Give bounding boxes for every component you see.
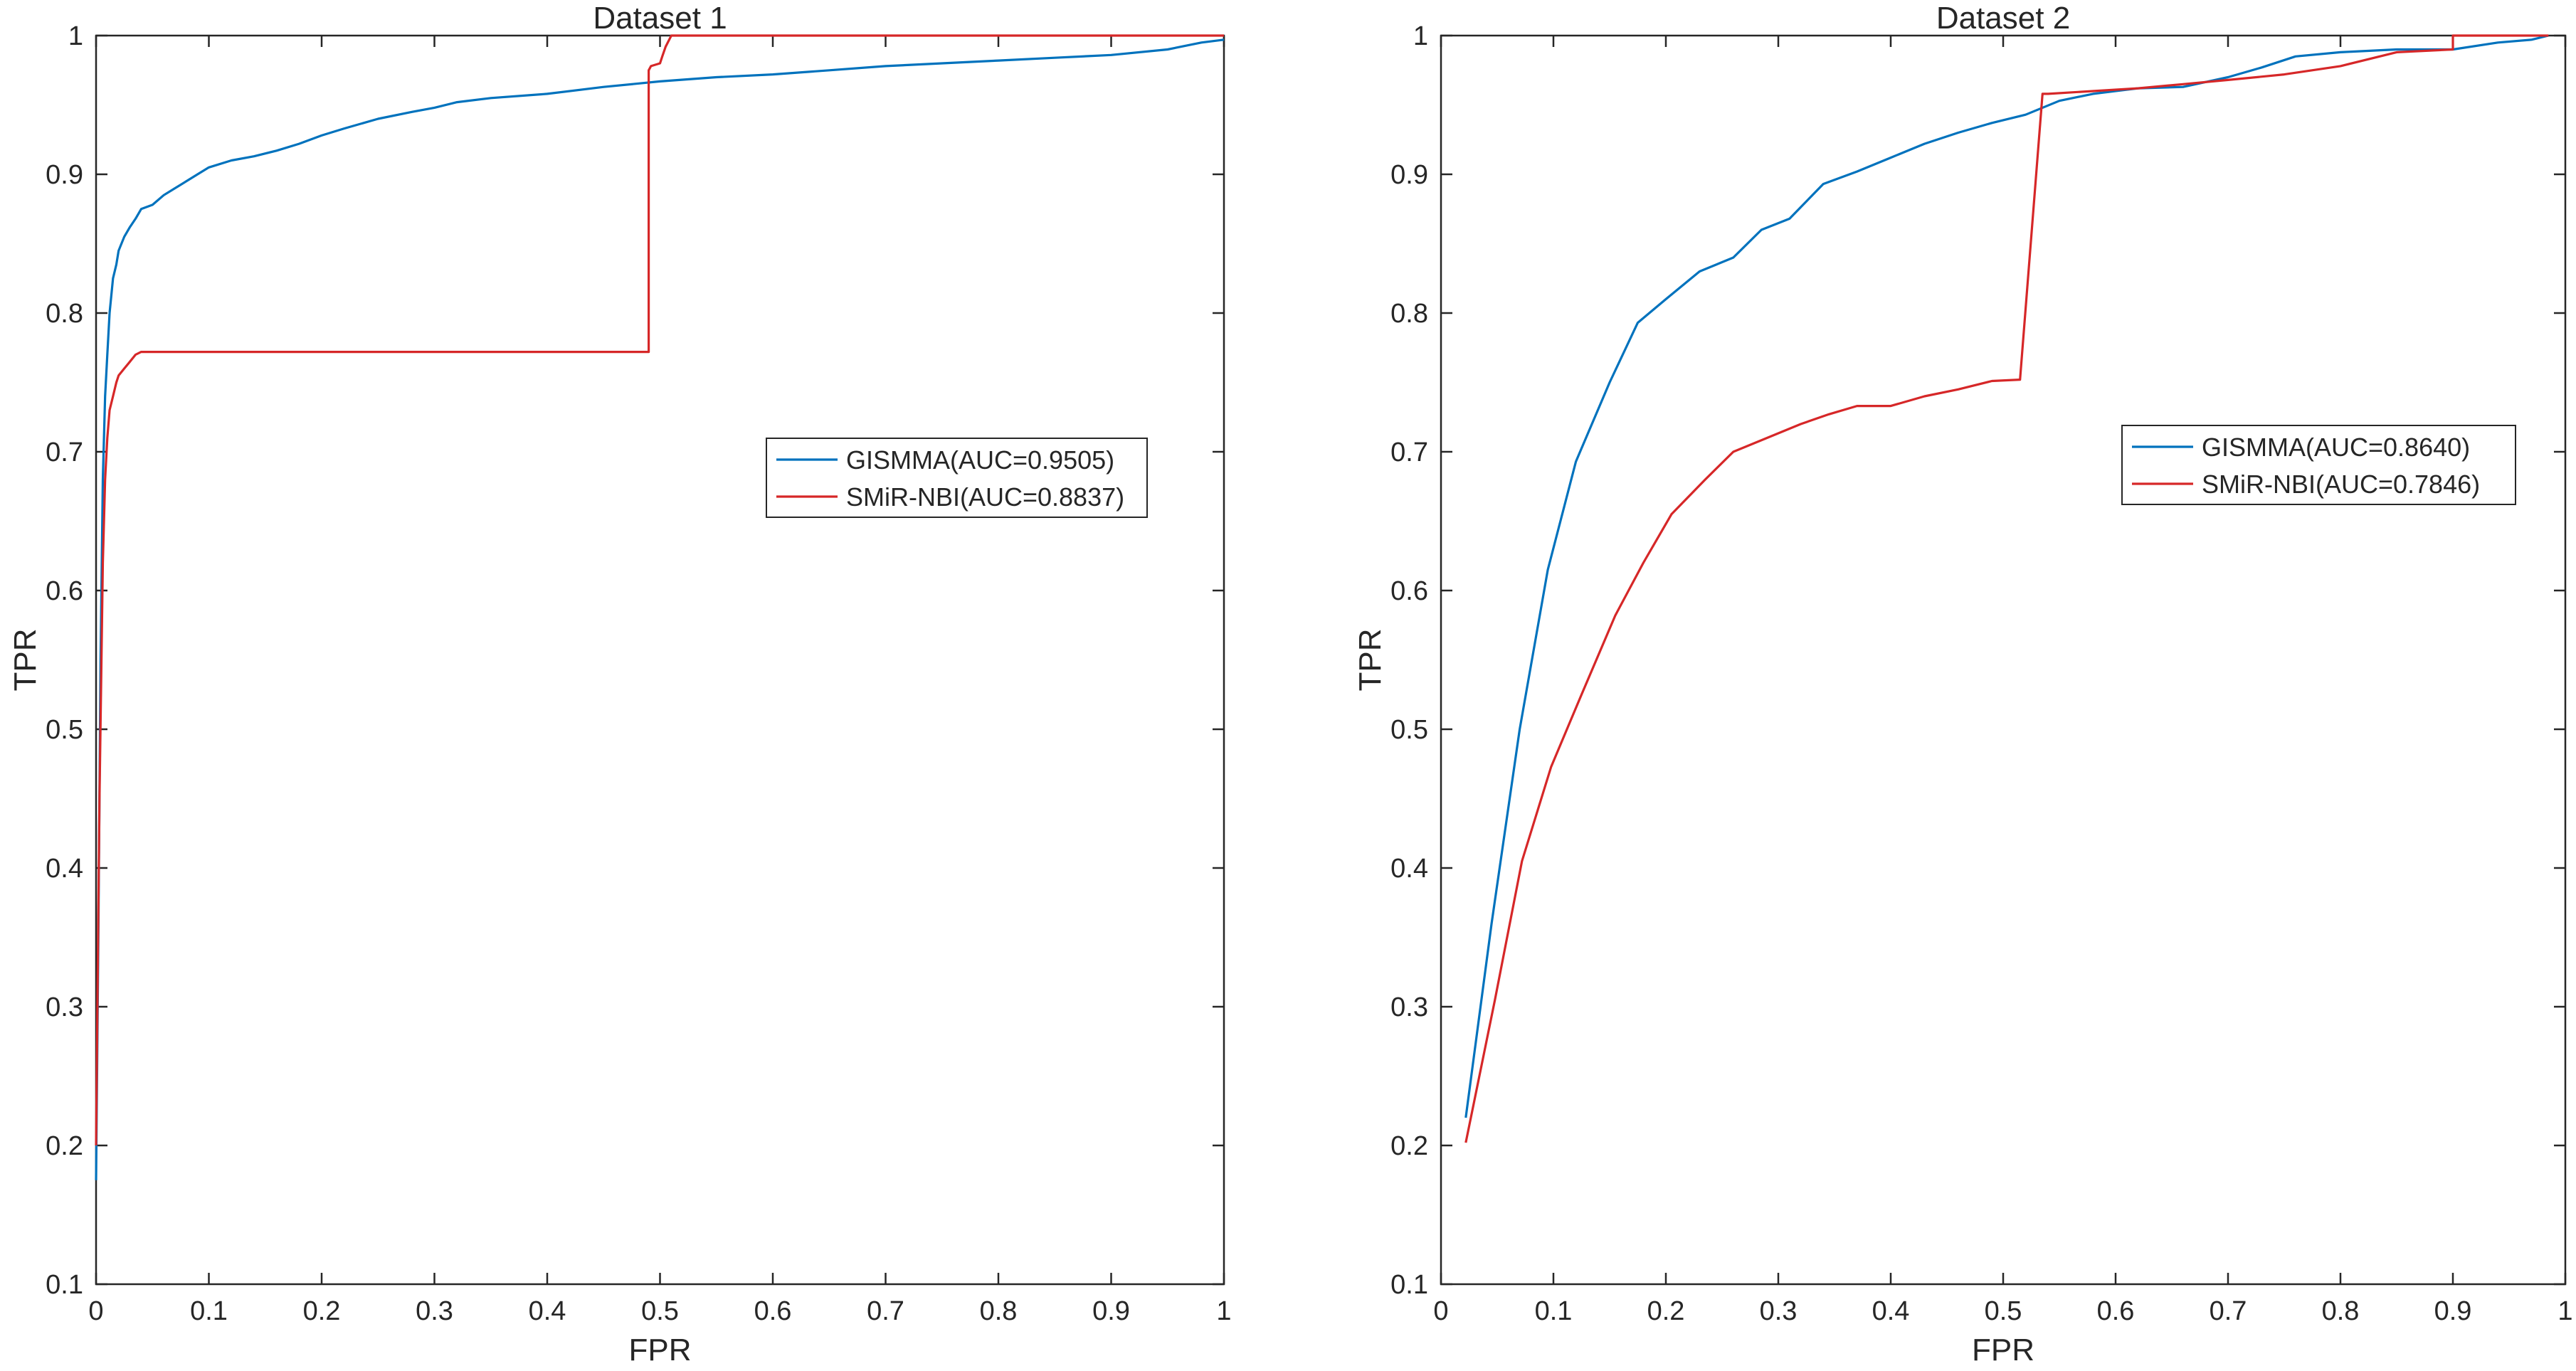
x-tick-label: 0 [1433, 1296, 1448, 1326]
x-tick-label: 0.2 [303, 1296, 341, 1326]
x-tick-label: 1 [2557, 1296, 2572, 1326]
y-tick-label: 0.2 [1390, 1131, 1428, 1161]
y-tick-label: 0.4 [46, 854, 83, 884]
x-tick-label: 0.4 [529, 1296, 566, 1326]
x-tick-label: 0.3 [416, 1296, 453, 1326]
x-tick-label: 0.2 [1647, 1296, 1685, 1326]
legend-entry: GISMMA(AUC=0.8640) [2202, 433, 2470, 462]
x-tick-label: 0.6 [754, 1296, 792, 1326]
chart-title: Dataset 2 [1936, 1, 2070, 36]
y-tick-label: 0.6 [1390, 576, 1428, 606]
legend-entry: GISMMA(AUC=0.9505) [846, 445, 1114, 475]
x-tick-label: 0.8 [2322, 1296, 2360, 1326]
panel-dataset-1: 0 0.1 0.2 0.3 0.4 0.5 0.6 0.7 0.8 0.9 10.10.20.30.… [8, 1, 1232, 1367]
y-axis-label: TPR [1353, 629, 1388, 692]
y-tick-label: 0.5 [46, 715, 83, 745]
y-tick-label: 0.2 [46, 1131, 83, 1161]
y-tick-label: 0.8 [1390, 299, 1428, 329]
series-line-smir-nbi [95, 34, 1224, 1146]
x-tick-label: 0.5 [641, 1296, 679, 1326]
x-tick-label: 0.8 [980, 1296, 1018, 1326]
x-tick-label: 0.7 [2210, 1296, 2247, 1326]
x-tick-label: 0.9 [1092, 1296, 1130, 1326]
plot-area [95, 34, 1225, 1286]
series-line-gismma [95, 38, 1225, 1180]
series-line-gismma [1464, 34, 2549, 1118]
x-tick-label: 0.7 [867, 1296, 904, 1326]
y-axis-label: TPR [8, 629, 43, 692]
y-tick-label: 1 [68, 21, 83, 51]
x-tick-label: 0.9 [2434, 1296, 2472, 1326]
legend-entry: SMiR-NBI(AUC=0.7846) [2202, 470, 2480, 499]
y-tick-label: 0.9 [1390, 160, 1428, 190]
x-tick-label: 0.6 [2097, 1296, 2135, 1326]
y-tick-label: 0.9 [46, 160, 83, 190]
y-tick-label: 0.8 [46, 299, 83, 329]
y-tick-label: 0.3 [46, 992, 83, 1022]
legend-box [2121, 425, 2516, 505]
y-tick-label: 0.5 [1390, 715, 1428, 745]
y-tick-label: 0.3 [1390, 992, 1428, 1022]
series-line-smir-nbi [1464, 34, 2549, 1143]
y-tick-label: 0.4 [1390, 854, 1428, 884]
legend-box [766, 438, 1148, 518]
chart-title: Dataset 1 [593, 1, 727, 36]
y-tick-label: 0.1 [46, 1270, 83, 1300]
x-tick-label: 0.4 [1872, 1296, 1910, 1326]
panel-dataset-2: 0 0.1 0.2 0.3 0.4 0.5 0.6 0.7 0.8 0.9 10.10.20.30.… [1353, 1, 2573, 1367]
y-tick-label: 0.6 [46, 576, 83, 606]
x-tick-label: 0.1 [190, 1296, 228, 1326]
x-tick-label: 0.5 [1985, 1296, 2022, 1326]
y-tick-label: 1 [1413, 21, 1428, 51]
x-tick-label: 1 [1216, 1296, 1231, 1326]
plot-area [1440, 34, 2567, 1286]
x-axis-label: FPR [1972, 1333, 2034, 1367]
x-axis-label: FPR [629, 1333, 692, 1367]
y-tick-label: 0.1 [1390, 1270, 1428, 1300]
x-tick-label: 0 [88, 1296, 103, 1326]
y-tick-label: 0.7 [1390, 438, 1428, 467]
x-tick-label: 0.3 [1760, 1296, 1798, 1326]
x-tick-label: 0.1 [1535, 1296, 1573, 1326]
legend-entry: SMiR-NBI(AUC=0.8837) [846, 482, 1124, 512]
y-tick-label: 0.7 [46, 438, 83, 467]
